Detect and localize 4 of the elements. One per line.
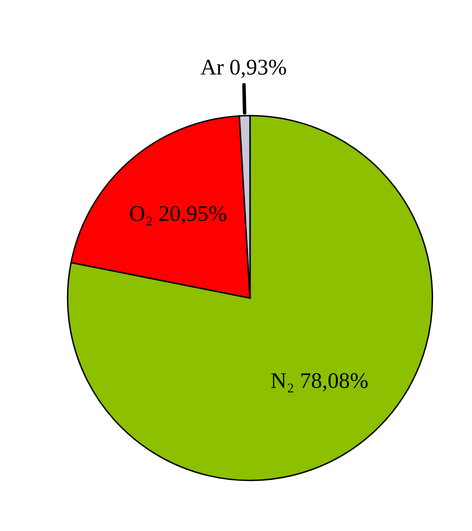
pie-slice [66, 114, 434, 482]
slice-label: Ar 0,93% [200, 60, 286, 78]
slice-label: O₂ 20,95% [130, 206, 226, 226]
slice-label: N₂ 78,08% [271, 373, 368, 392]
